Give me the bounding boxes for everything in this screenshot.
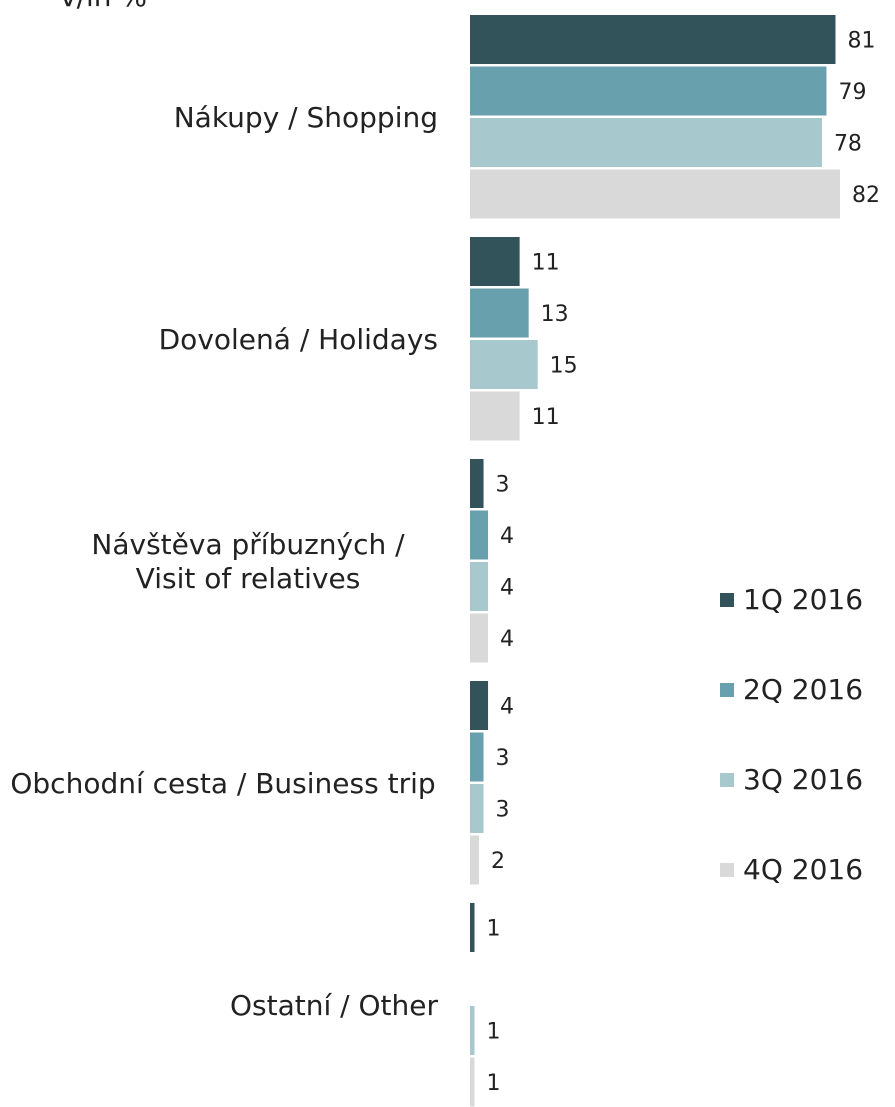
value-label: 82 [852, 183, 880, 208]
bar [470, 288, 529, 338]
legend-label: 2Q 2016 [743, 673, 863, 706]
bar [470, 459, 484, 508]
category-label: Obchodní cesta / Business trip [10, 767, 436, 800]
bar [470, 510, 489, 560]
bar [470, 66, 827, 116]
value-label: 4 [500, 627, 514, 652]
bar [470, 237, 520, 286]
value-label: 79 [838, 80, 866, 105]
bar [470, 15, 836, 64]
value-label: 3 [496, 746, 510, 771]
value-label: 1 [487, 1020, 501, 1045]
bar [470, 681, 489, 730]
value-label: 78 [834, 132, 862, 157]
category-label: Dovolená / Holidays [158, 323, 438, 356]
value-label: 11 [532, 251, 560, 276]
bar [470, 562, 489, 611]
bar [470, 1057, 475, 1107]
legend-swatch [720, 683, 734, 697]
legend-swatch [720, 773, 734, 787]
value-label: 13 [541, 302, 569, 327]
chart-title: v/in % [60, 0, 147, 13]
value-label: 3 [496, 798, 510, 823]
value-label: 4 [500, 695, 514, 720]
bar [470, 340, 538, 389]
value-label: 3 [496, 473, 510, 498]
bar [470, 835, 480, 885]
bar [470, 391, 520, 441]
legend-label: 4Q 2016 [743, 853, 863, 886]
value-label: 11 [532, 405, 560, 430]
bar [470, 118, 822, 167]
bar [470, 732, 484, 782]
legend-swatch [720, 863, 734, 877]
bar [470, 169, 840, 219]
value-label: 1 [487, 1071, 501, 1096]
bar [470, 784, 484, 833]
value-label: 81 [847, 29, 875, 54]
value-label: 1 [487, 917, 501, 942]
value-label: 4 [500, 576, 514, 601]
bar [470, 1006, 475, 1055]
legend-swatch [720, 593, 734, 607]
category-label: Nákupy / Shopping [173, 101, 438, 134]
bar [470, 613, 489, 663]
bar [470, 903, 475, 952]
legend-label: 3Q 2016 [743, 763, 863, 796]
category-label: Návštěva příbuzných / Visit of relatives [91, 528, 405, 595]
value-label: 4 [500, 524, 514, 549]
value-label: 2 [491, 849, 505, 874]
value-label: 15 [550, 354, 578, 379]
category-label: Ostatní / Other [229, 989, 438, 1022]
legend-label: 1Q 2016 [743, 583, 863, 616]
